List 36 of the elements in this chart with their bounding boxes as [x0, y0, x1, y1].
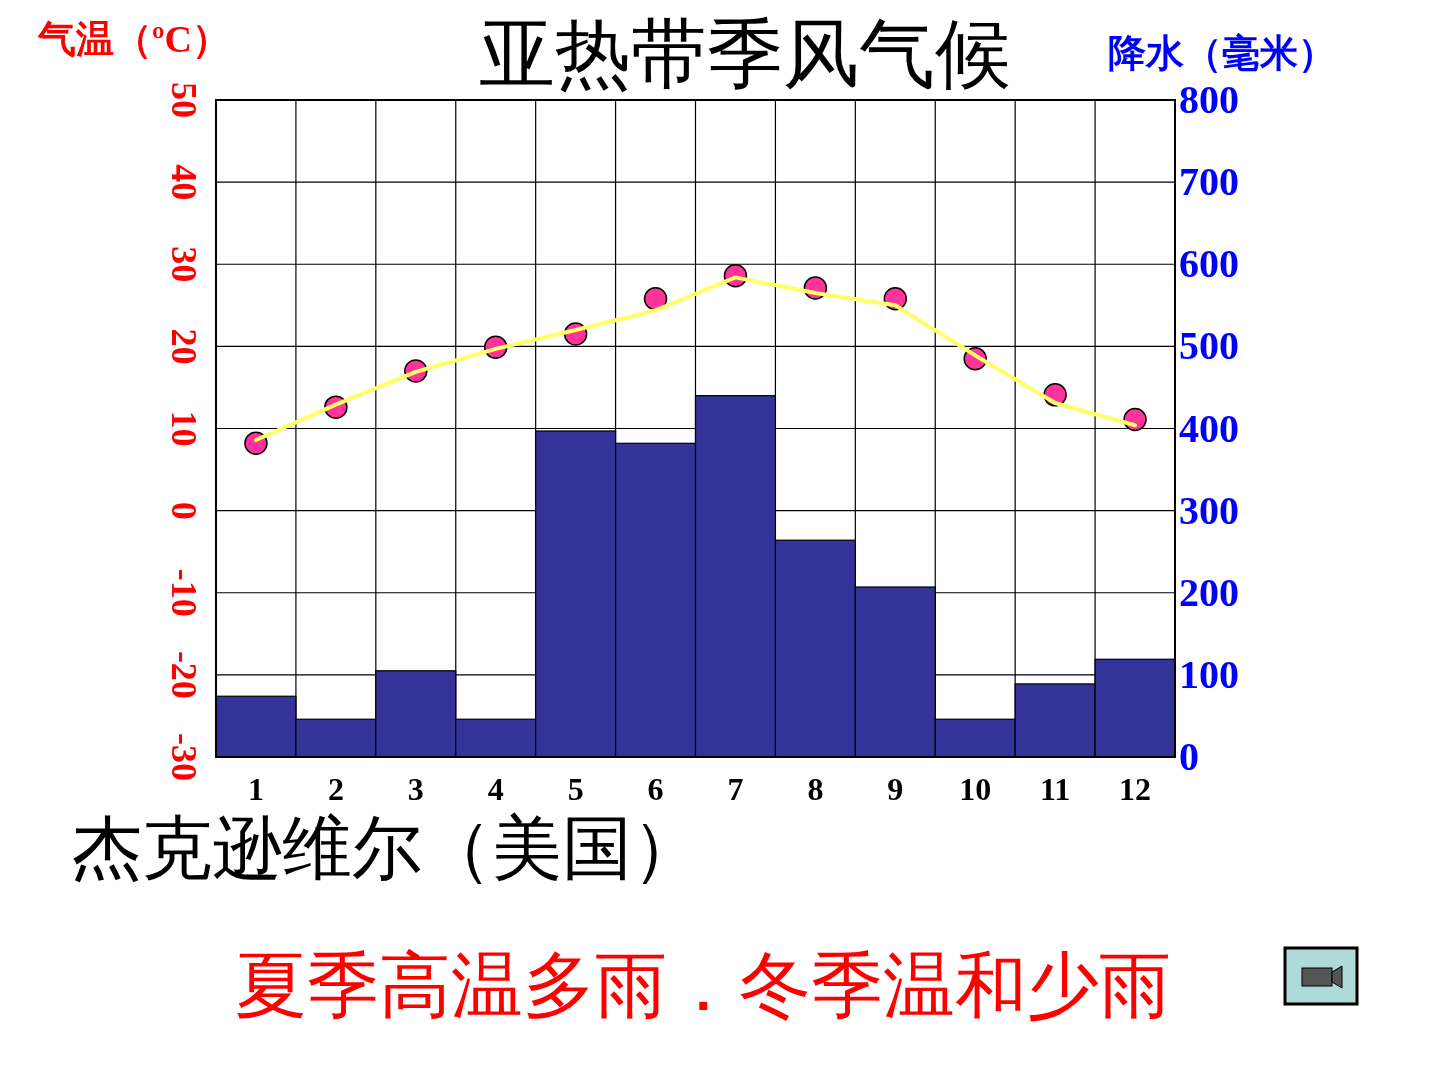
- y-axis-title: 气温（ºC）: [37, 18, 230, 60]
- x-tick-label: 10: [959, 771, 992, 807]
- y-tick-label: -30: [164, 733, 204, 781]
- y2-tick-label: 400: [1179, 405, 1239, 451]
- chart-title: 亚热带季风气候: [479, 11, 1011, 96]
- y-tick-label: 10: [164, 410, 204, 447]
- y2-tick-label: 0: [1179, 734, 1199, 779]
- text: 夏季高温多雨．冬季温和少雨: [235, 945, 1171, 1025]
- x-tick-label: 3: [407, 771, 424, 807]
- y2-tick-label: 600: [1179, 241, 1239, 287]
- y-tick-label: 20: [164, 328, 204, 365]
- x-tick-label: 11: [1040, 771, 1071, 807]
- y-tick-label: 0: [164, 501, 204, 520]
- x-tick-label: 8: [807, 771, 824, 807]
- x-tick-label: 9: [887, 771, 904, 807]
- x-tick-label: 7: [727, 771, 744, 807]
- y2-tick-label: 300: [1179, 487, 1239, 533]
- y2-tick-label: 800: [1179, 77, 1239, 122]
- y2-axis-title: 降水（毫米）: [1108, 32, 1336, 74]
- y-tick-label: -20: [164, 650, 204, 699]
- y-tick-label: -10: [164, 568, 204, 617]
- y2-tick-label: 500: [1179, 323, 1239, 369]
- x-tick-label: 5: [567, 771, 584, 807]
- y-tick-label: 50: [164, 82, 204, 118]
- x-tick-label: 4: [487, 771, 504, 807]
- text: 杰克逊维尔（美国）: [72, 809, 702, 887]
- y-tick-label: 40: [164, 164, 204, 201]
- y2-tick-label: 200: [1179, 569, 1239, 615]
- y2-tick-label: 100: [1179, 651, 1239, 697]
- y2-tick-label: 700: [1179, 159, 1239, 205]
- x-tick-label: 2: [327, 771, 344, 807]
- point: [643, 286, 668, 311]
- x-tick-label: 6: [647, 771, 664, 807]
- y-tick-label: 30: [164, 246, 204, 283]
- x-tick-label: 1: [247, 771, 264, 807]
- x-tick-label: 12: [1119, 771, 1152, 807]
